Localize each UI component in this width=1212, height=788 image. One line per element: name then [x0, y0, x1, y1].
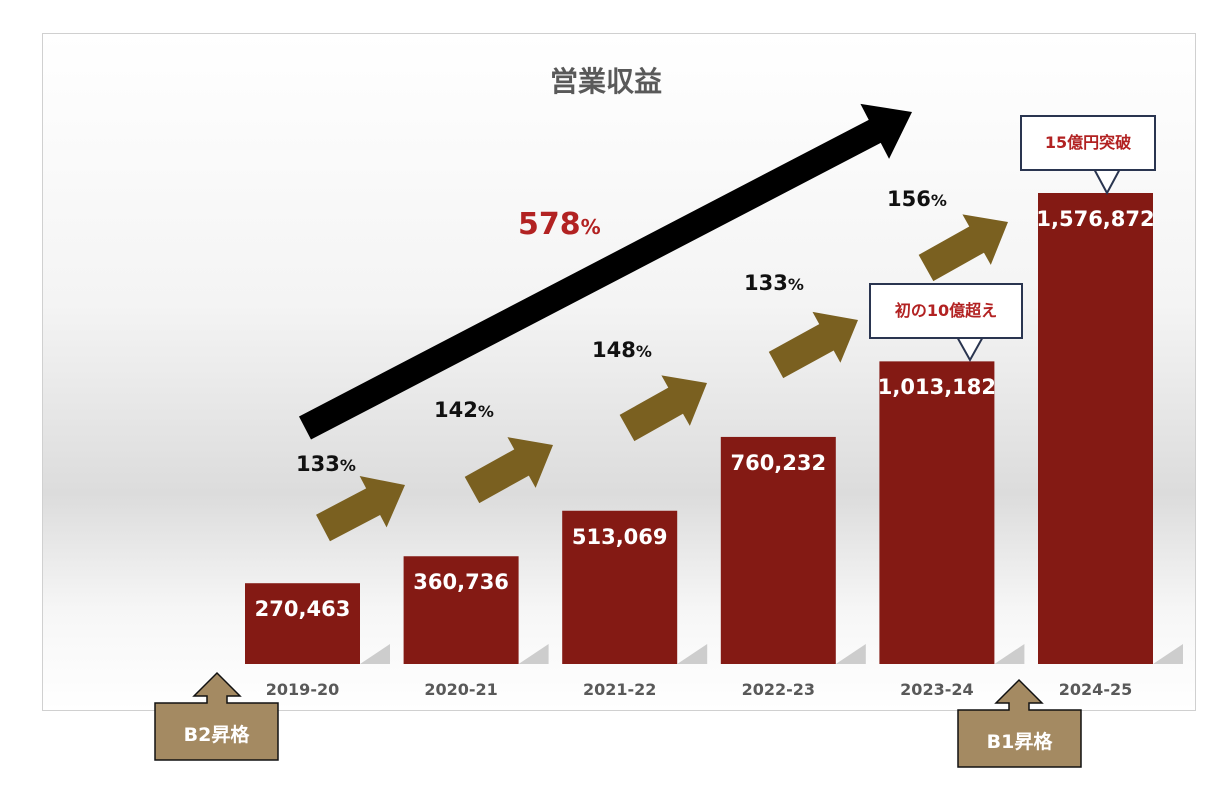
x-tick-label: 2019-20 [265, 680, 340, 699]
bar-value-label: 1,576,872 [1036, 207, 1155, 231]
growth-arrow [316, 476, 405, 542]
growth-label: 133% [296, 452, 356, 476]
bar [403, 556, 519, 664]
bar-value-label: 1,013,182 [877, 375, 997, 400]
overall-growth-arrow [298, 103, 912, 440]
bar-value-label: 270,463 [254, 597, 351, 622]
bar-shadow [360, 644, 390, 664]
growth-arrow [768, 311, 858, 379]
growth-label: 148% [592, 338, 652, 362]
bar [562, 510, 678, 664]
promotion-label: B2昇格 [183, 724, 250, 746]
callout-box: 初の10億超え [869, 283, 1023, 339]
x-tick-label: 2021-22 [582, 680, 657, 699]
chart-title: 営業収益 [549, 65, 662, 98]
bar-shadow [835, 644, 866, 664]
promotion-arrow [154, 671, 279, 761]
growth-arrow [464, 437, 553, 504]
bar [720, 436, 836, 664]
x-tick-label: 2023-24 [900, 680, 974, 699]
callout-box: 15億円突破 [1020, 115, 1156, 171]
bar-shadow [677, 644, 708, 664]
growth-label: 142% [434, 398, 494, 422]
bar [245, 583, 360, 664]
bar-value-label: 360,736 [413, 570, 509, 595]
bar [879, 361, 995, 664]
bar-shadow [1153, 644, 1183, 664]
x-tick-label: 2024-25 [1058, 680, 1133, 699]
growth-label: 156% [887, 187, 947, 211]
bar-shadow [994, 644, 1025, 664]
bar-shadow [518, 644, 549, 664]
overall-growth-label: 578% [518, 207, 601, 242]
growth-arrow [619, 375, 707, 442]
x-tick-label: 2022-23 [741, 680, 816, 699]
promotion-label: B1昇格 [986, 731, 1053, 753]
growth-arrow [918, 214, 1008, 282]
bar-value-label: 513,069 [571, 524, 668, 549]
bar [1038, 193, 1153, 664]
growth-label: 133% [744, 271, 804, 295]
bar-value-label: 760,232 [730, 450, 827, 475]
x-tick-label: 2020-21 [424, 680, 498, 699]
promotion-arrow [957, 678, 1082, 768]
